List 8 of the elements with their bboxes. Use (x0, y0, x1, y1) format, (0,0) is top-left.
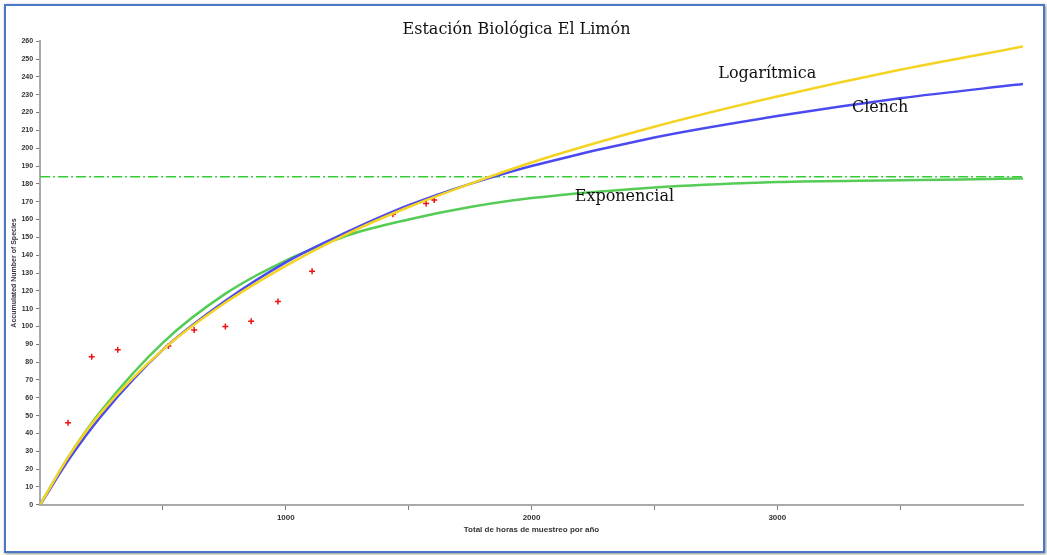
series-label: Clench (851, 97, 909, 117)
x-tick-label: 3000 (768, 512, 787, 522)
x-tick-label: 2000 (522, 512, 541, 522)
series-label: Exponencial (574, 186, 675, 206)
x-tick-label: 1000 (276, 512, 296, 522)
chart-title: Estación Biológica El Limón (402, 18, 631, 38)
series-label: Logarítmica (718, 63, 817, 83)
x-axis-title: Total de horas de muestreo por año (463, 525, 600, 535)
